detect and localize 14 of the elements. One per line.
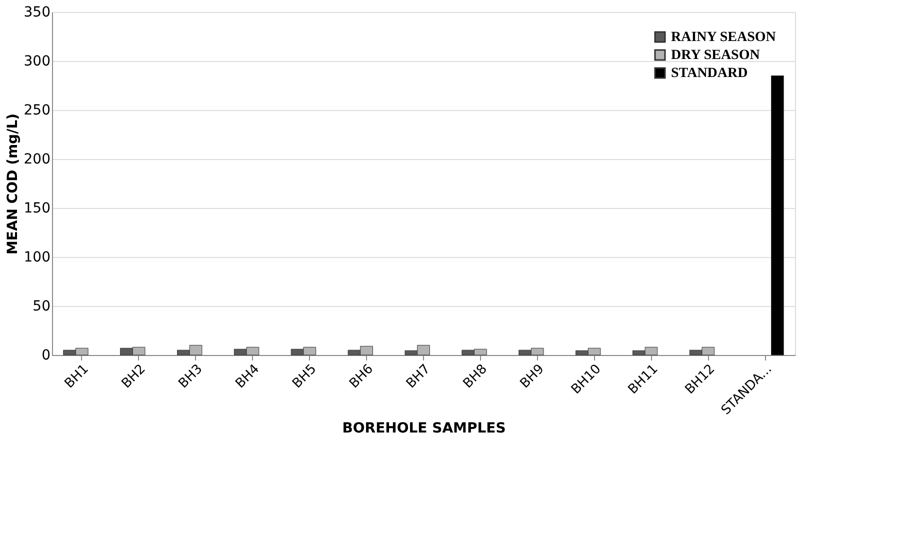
legend-label: DRY SEASON [671,48,760,63]
y-tick-label: 200 [24,152,50,168]
y-tick-label: 250 [24,102,50,118]
y-tick-label: 350 [24,4,50,20]
x-axis-title: BOREHOLE SAMPLES [342,420,506,436]
bar [771,75,784,356]
y-tick-label: 50 [32,298,50,314]
y-axis-title: MEAN COD (mg/L) [4,113,21,255]
y-tick-label: 300 [24,54,50,70]
legend-label: STANDARD [671,66,748,81]
y-tick-label: 150 [24,200,50,216]
y-tick-label: 100 [24,250,50,266]
y-tick-label: 0 [42,348,50,364]
legend-label: RAINY SEASON [671,30,776,45]
